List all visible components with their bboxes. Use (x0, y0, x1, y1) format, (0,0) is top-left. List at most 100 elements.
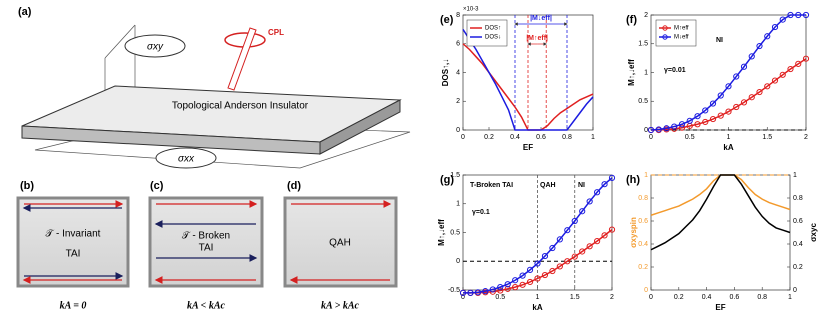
x-tick-label: 1.5 (570, 294, 580, 301)
marker (504, 281, 511, 288)
panel-label: (f) (626, 14, 637, 26)
x-tick-label: 0.2 (484, 134, 494, 141)
y-tick-label: 1 (456, 201, 460, 208)
marker (459, 289, 467, 296)
marker (709, 115, 717, 123)
marker (663, 125, 670, 132)
x-axis-label: kA (723, 143, 733, 152)
annotation: |M↓eff| (530, 15, 552, 22)
marker (519, 272, 526, 279)
marker (748, 94, 755, 101)
y-multiplier: ×10-3 (463, 7, 479, 13)
phase-text: 𝒯 - Broken (182, 231, 230, 242)
caption: kA = 0 (60, 300, 87, 311)
panel-label: (g) (440, 174, 454, 186)
y-tick-label: 2 (456, 98, 460, 105)
panel-d: (d) QAH kA > kAc (283, 180, 398, 311)
x-axis-label: EF (523, 143, 533, 152)
panel-a: (a) σxy σxx CPL Topological Anderson Ins… (18, 6, 411, 169)
marker (686, 117, 693, 124)
phase-text: QAH (329, 238, 351, 249)
x-tick-label: 2 (610, 294, 614, 301)
marker (601, 232, 608, 239)
sample-box (16, 196, 130, 288)
chart: (f) 0 0.5 1 1.5 2 0 0.5 1 1.5 2 kA M↑,↓eff NI γ=0.01 M↑… (626, 11, 810, 152)
marker (579, 208, 586, 215)
x-tick-label: 0.6 (730, 294, 740, 301)
x-axis-label: kA (532, 303, 542, 312)
marker (556, 263, 563, 270)
marker (504, 285, 511, 292)
x-tick-label: 0 (649, 134, 653, 141)
legend-label: DOS↓ (485, 35, 501, 41)
marker (702, 118, 709, 126)
y2-tick-label: 0.8 (793, 195, 803, 202)
marker (671, 123, 678, 130)
x-tick-label: 0.8 (757, 294, 767, 301)
legend-marker (662, 34, 668, 40)
marker (601, 181, 608, 188)
y-tick-label: 1 (644, 69, 648, 76)
x-tick-label: 0 (461, 134, 465, 141)
marker (717, 112, 724, 119)
marker (787, 11, 794, 19)
marker (549, 267, 556, 275)
marker (717, 92, 724, 99)
caption: kA < kAc (187, 300, 225, 311)
x-tick-label: 0.4 (702, 294, 712, 301)
legend-label: DOS↑ (485, 26, 501, 32)
marker (725, 108, 732, 115)
marker (608, 174, 616, 181)
marker (534, 275, 541, 282)
y-tick-label: 0.6 (638, 218, 648, 225)
marker (467, 289, 474, 296)
marker (474, 289, 481, 296)
marker (779, 16, 786, 23)
marker (795, 11, 802, 19)
y-axis-label: M↑,↓eff (437, 219, 446, 246)
panel-label: (e) (440, 14, 454, 26)
sigma-xx: σxx (178, 154, 195, 165)
y-tick-label: 0.5 (450, 229, 460, 236)
sample-box (148, 196, 264, 288)
marker (512, 284, 519, 291)
x-tick-label: 0 (461, 294, 465, 301)
marker (564, 227, 571, 234)
marker (512, 277, 519, 284)
panel-label: (a) (18, 6, 32, 18)
marker (608, 226, 616, 233)
sample-box (283, 196, 398, 288)
marker (756, 42, 763, 50)
legend-box (466, 19, 508, 47)
marker (678, 121, 686, 128)
marker (694, 113, 701, 120)
y-tick-label: 0.2 (638, 264, 648, 271)
marker (556, 236, 563, 243)
y-tick-label: 0 (456, 258, 460, 265)
x-axis-label: EF (715, 303, 725, 312)
marker (534, 260, 541, 267)
annotation: NI (716, 37, 723, 44)
series-line (650, 174, 791, 251)
marker (526, 266, 534, 273)
annotation: γ=0.1 (472, 209, 490, 216)
marker (489, 286, 496, 293)
y2-tick-label: 0 (793, 287, 797, 294)
marker (740, 63, 748, 70)
panel-label: (c) (150, 180, 164, 192)
marker (802, 55, 810, 62)
marker (526, 278, 534, 286)
legend-marker (662, 25, 668, 31)
caption: kA > kAc (321, 300, 359, 311)
y-tick-label: 1.5 (638, 41, 648, 48)
sigma-xy: σxy (147, 42, 164, 53)
annotation: γ=0.01 (664, 67, 686, 74)
marker (764, 83, 771, 90)
marker (764, 33, 771, 40)
y2-tick-label: 0.6 (793, 218, 803, 225)
marker (694, 121, 701, 128)
marker (733, 103, 740, 111)
slab-side (319, 99, 401, 155)
marker (709, 100, 717, 107)
